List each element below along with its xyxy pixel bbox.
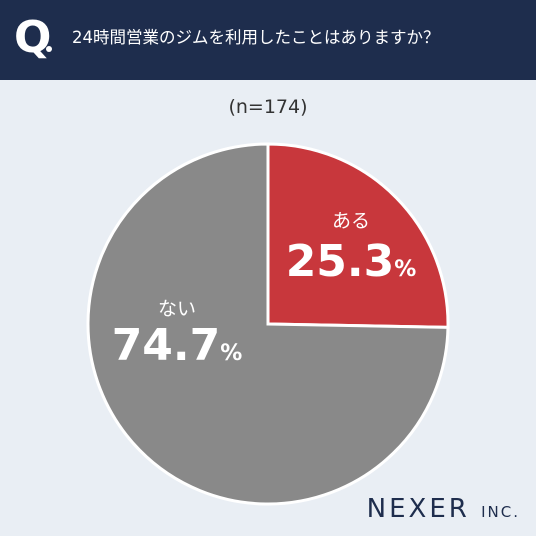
q-dot [46, 46, 52, 52]
pie-slice-1 [86, 142, 450, 506]
slice-value-0: 25.3% [286, 236, 417, 287]
sample-size-label: (n=174) [228, 96, 308, 118]
logo-suffix: INC. [481, 503, 520, 521]
slice-label-0: ある [332, 210, 370, 232]
pie-slice-0 [266, 142, 450, 329]
question-header: Q 24時間営業のジムを利用したことはありますか？ [0, 0, 536, 80]
q-badge: Q [14, 12, 52, 63]
slice-label-1: ない [158, 298, 196, 320]
nexer-logo: NEXER INC. [367, 494, 520, 524]
logo-main: NEXER [366, 494, 470, 524]
slice-value-1: 74.7% [112, 320, 243, 371]
question-text: 24時間営業のジムを利用したことはありますか？ [72, 28, 440, 47]
